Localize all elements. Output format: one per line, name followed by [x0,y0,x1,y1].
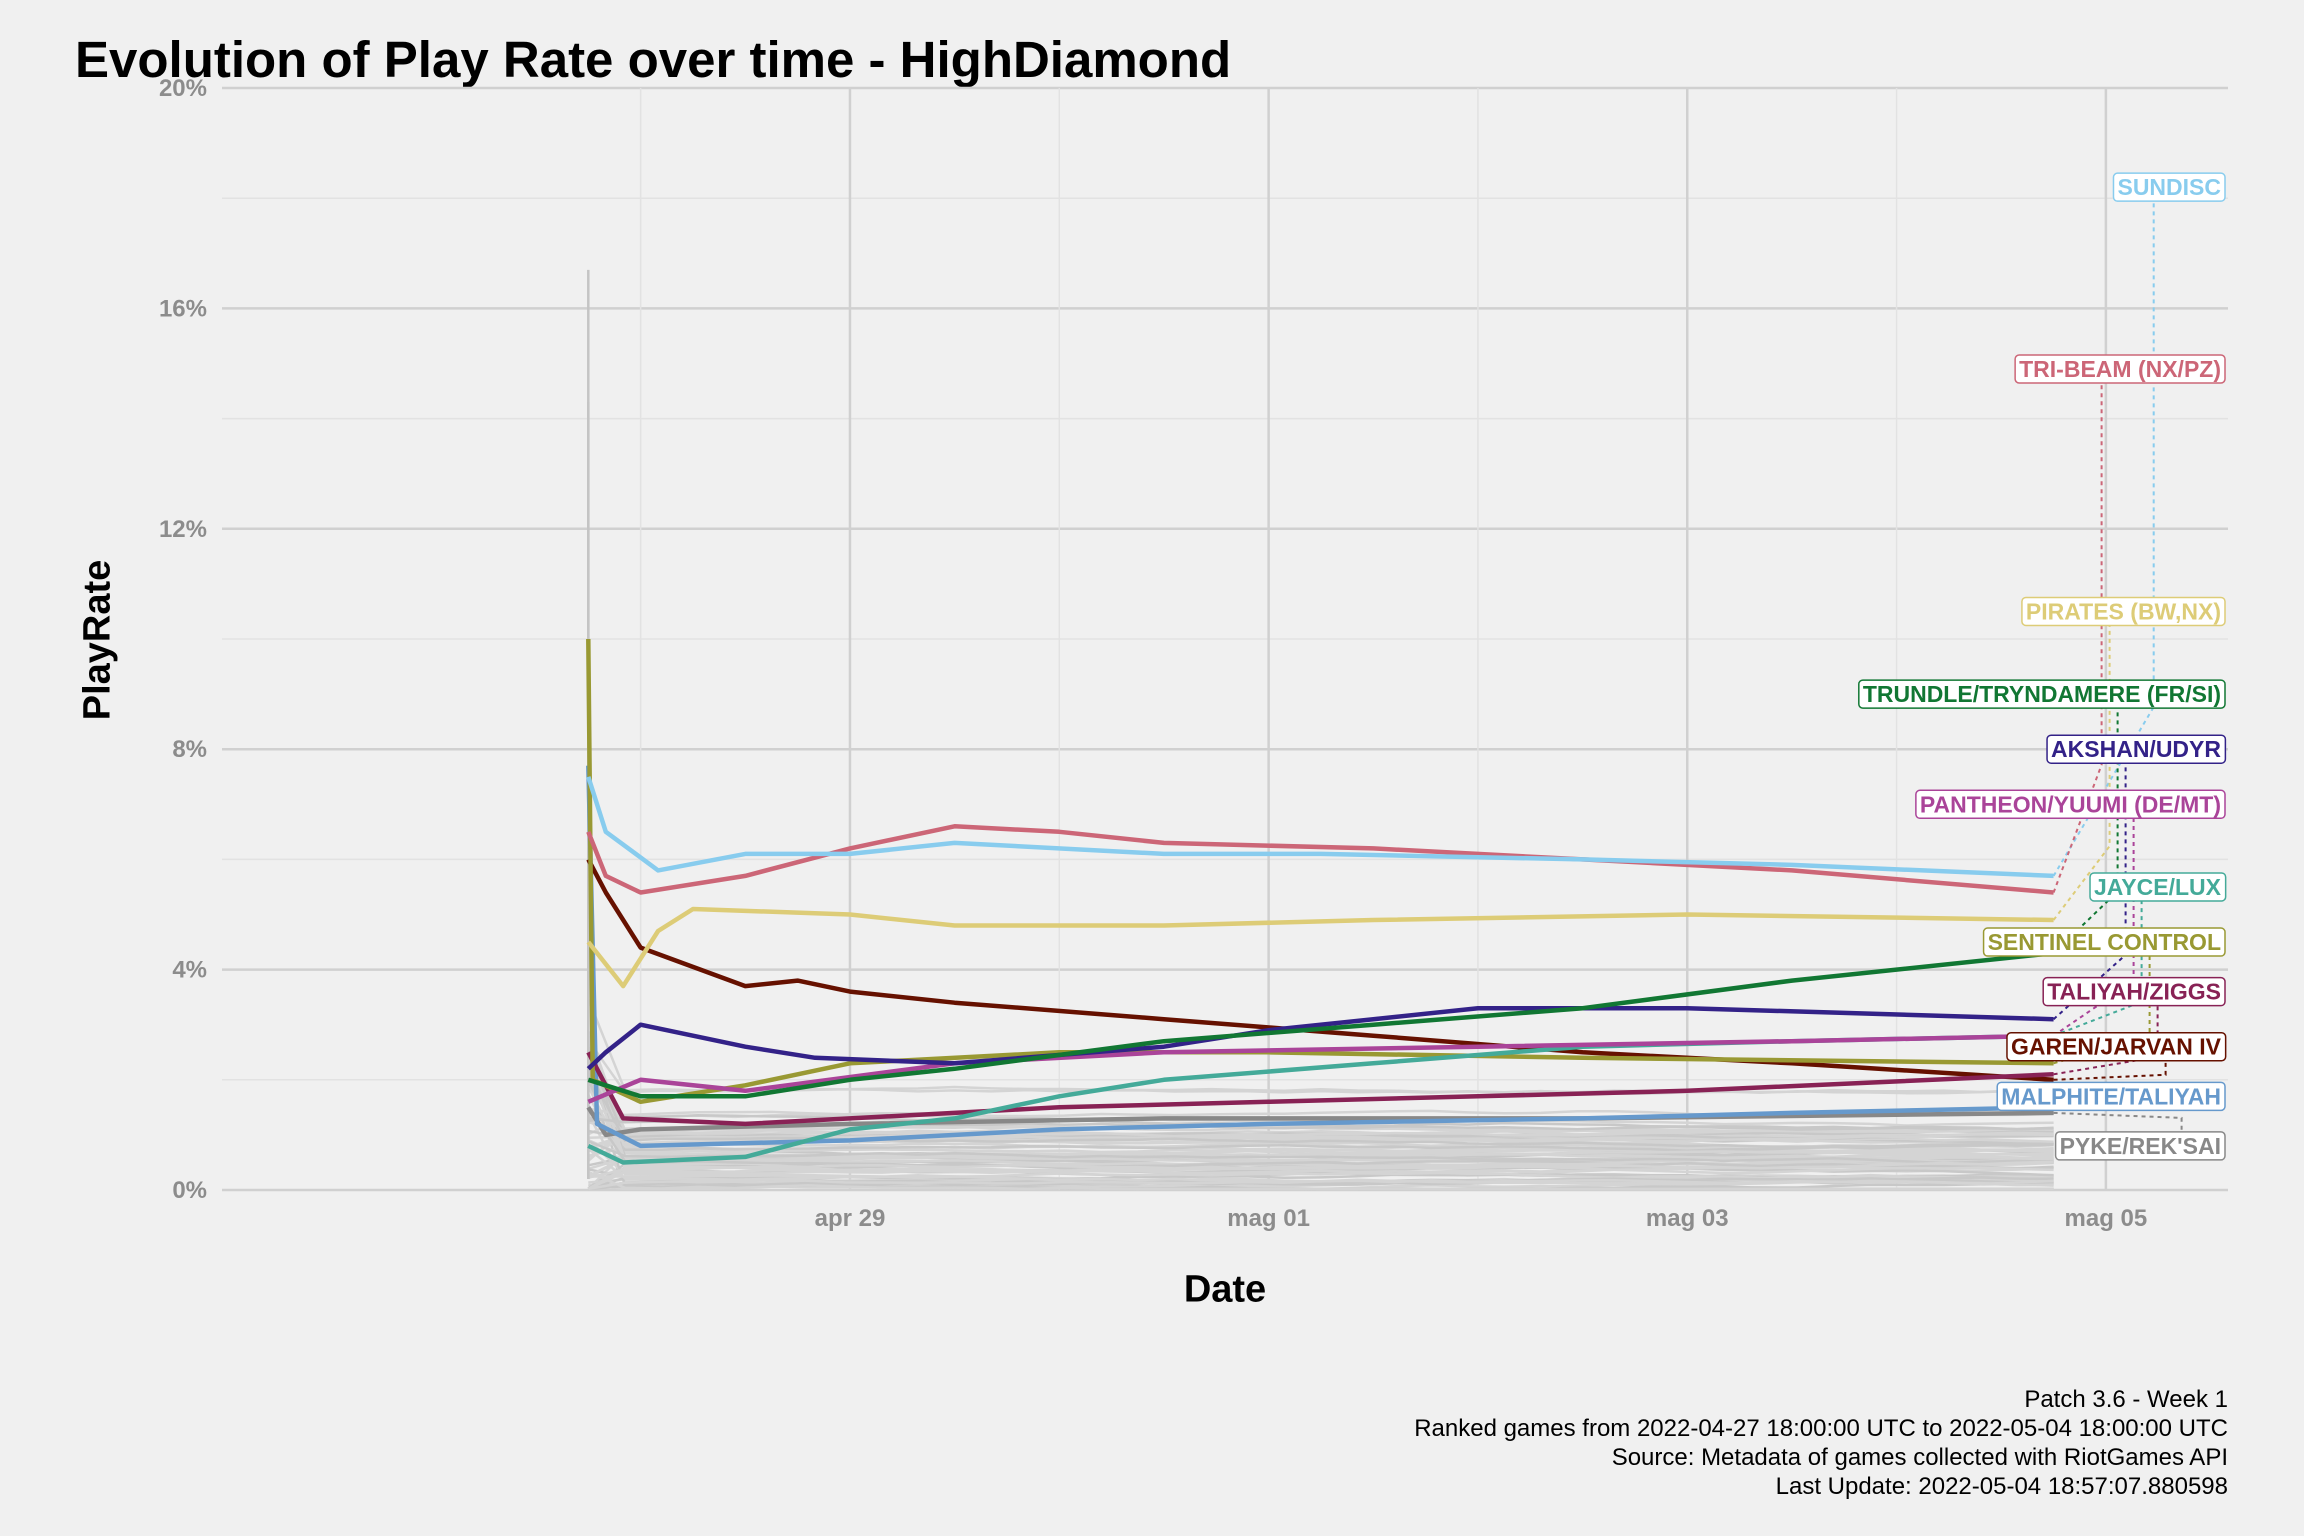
end-label: PYKE/REK'SAI [2054,1131,2226,1161]
y-tick-label: 0% [172,1177,207,1204]
end-label-box [2006,1031,2227,1062]
background-series-lines [587,269,2054,1191]
background-series-line [587,1147,2054,1186]
x-axis-title: Date [1183,1268,1267,1311]
end-label-text: AKSHAN/UDYR [2051,736,2221,762]
end-label-box [2021,596,2226,627]
series-line [586,776,2054,879]
end-label-box [2014,354,2226,384]
x-tick-label: apr 29 [815,1205,886,1232]
end-label: PIRATES (BW,NX) [2021,596,2226,627]
end-label: TALIYAH/ZIGGS [2042,976,2226,1007]
background-series-line [588,1127,2054,1148]
label-connector [2053,1111,2183,1133]
end-label-text: TRI-BEAM (NX/PZ) [2019,356,2221,382]
end-label-box [1915,789,2226,820]
end-label: SUNDISC [2112,172,2226,202]
series-line [587,1033,2054,1104]
x-tick-label: mag 03 [1646,1205,1729,1232]
caption-update: Last Update: 2022-05-04 18:57:07.880598 [1775,1473,2228,1500]
x-axis-ticks: apr 29 mag 01 mag 03 mag 05 [815,1205,2148,1232]
end-label-text: TRUNDLE/TRYNDAMERE (FR/SI) [1863,681,2221,707]
label-connector [2052,382,2103,893]
label-connector [2053,900,2143,1037]
end-label-text: SUNDISC [2117,174,2221,200]
x-tick-label: mag 01 [1227,1205,1310,1232]
end-label-text: GAREN/JARVAN IV [2011,1034,2222,1060]
caption: Patch 3.6 - Week 1 Ranked games from 202… [1414,1385,2228,1501]
y-tick-label: 16% [159,295,207,322]
background-series-line [587,1160,2054,1191]
end-label-text: JAYCE/LUX [2094,874,2222,900]
caption-patch: Patch 3.6 - Week 1 [2024,1386,2228,1413]
end-label-box [2112,172,2226,202]
end-label: JAYCE/LUX [2089,872,2227,902]
end-label: TRI-BEAM (NX/PZ) [2014,354,2226,384]
end-label: PANTHEON/YUUMI (DE/MT) [1915,789,2226,820]
end-label-text: TALIYAH/ZIGGS [2047,979,2221,1005]
end-label: TRUNDLE/TRYNDAMERE (FR/SI) [1858,679,2226,709]
end-label-text: PYKE/REK'SAI [2060,1133,2221,1159]
end-label-box [1982,927,2226,957]
end-label-box [1858,679,2226,709]
end-label-text: PIRATES (BW,NX) [2026,598,2221,624]
y-tick-label: 20% [159,75,207,102]
series-line [586,858,2054,1083]
end-label-text: SENTINEL CONTROL [1988,929,2221,955]
end-label-text: MALPHITE/TALIYAH [2001,1083,2221,1109]
y-axis-title: PlayRate [76,559,119,721]
chart-title: Evolution of Play Rate over time - HighD… [75,31,1232,88]
series-lines [586,638,2054,1165]
end-label: MALPHITE/TALIYAH [1996,1081,2226,1112]
series-line [586,1051,2054,1127]
y-tick-label: 4% [172,957,207,984]
caption-range: Ranked games from 2022-04-27 18:00:00 UT… [1414,1415,2228,1442]
end-label-box [2042,976,2226,1007]
caption-source: Source: Metadata of games collected with… [1611,1444,2228,1471]
end-label-box [2046,734,2227,764]
series-line [587,950,2054,1099]
end-label: AKSHAN/UDYR [2046,734,2227,764]
background-series-line [587,1170,2054,1191]
y-axis-ticks: 0% 4% 8% 12% 16% 20% [159,75,207,1204]
background-series-line [587,1140,2054,1165]
end-label-box [2089,872,2227,902]
end-label: SENTINEL CONTROL [1982,927,2226,957]
background-series-line [587,1104,2054,1170]
label-connector [2053,1059,2167,1081]
x-tick-label: mag 05 [2065,1205,2148,1232]
end-label: GAREN/JARVAN IV [2006,1031,2227,1062]
end-labels: SUNDISC TRI-BEAM (NX/PZ) PIRATES (BW,NX) TR… [1858,172,2227,1161]
y-tick-label: 8% [172,736,207,763]
series-line [586,906,2054,989]
label-connector [2052,200,2155,877]
end-label-text: PANTHEON/YUUMI (DE/MT) [1920,791,2221,817]
y-tick-label: 12% [159,516,207,543]
background-series-line [587,1039,2054,1095]
series-line [586,765,2054,1149]
end-label-box [2054,1131,2226,1161]
end-label-box [1996,1081,2226,1112]
